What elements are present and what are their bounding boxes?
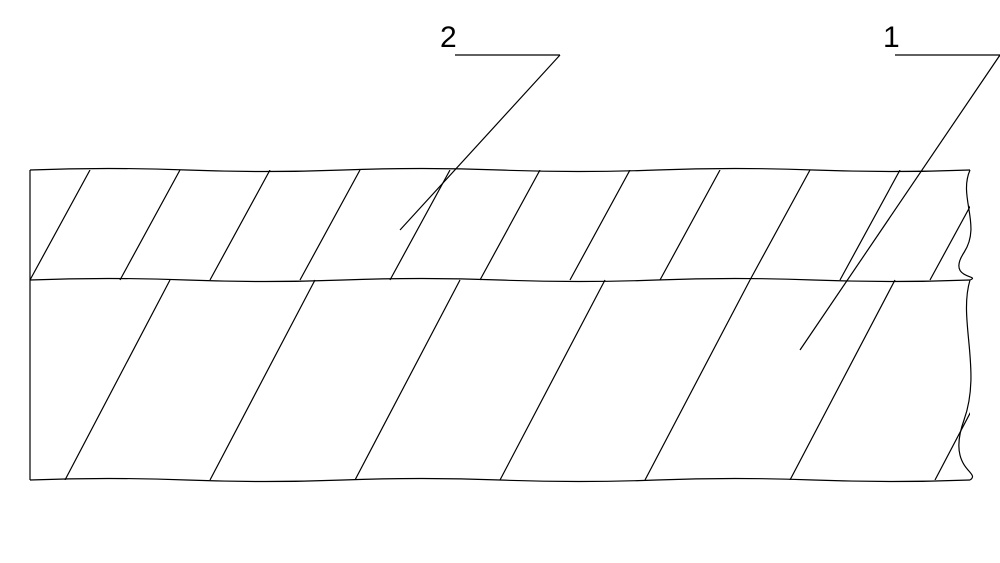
callout-label-2: 2 [440,21,457,54]
cross-section-diagram: 21 [0,0,1000,563]
callout-label-1: 1 [883,21,900,54]
